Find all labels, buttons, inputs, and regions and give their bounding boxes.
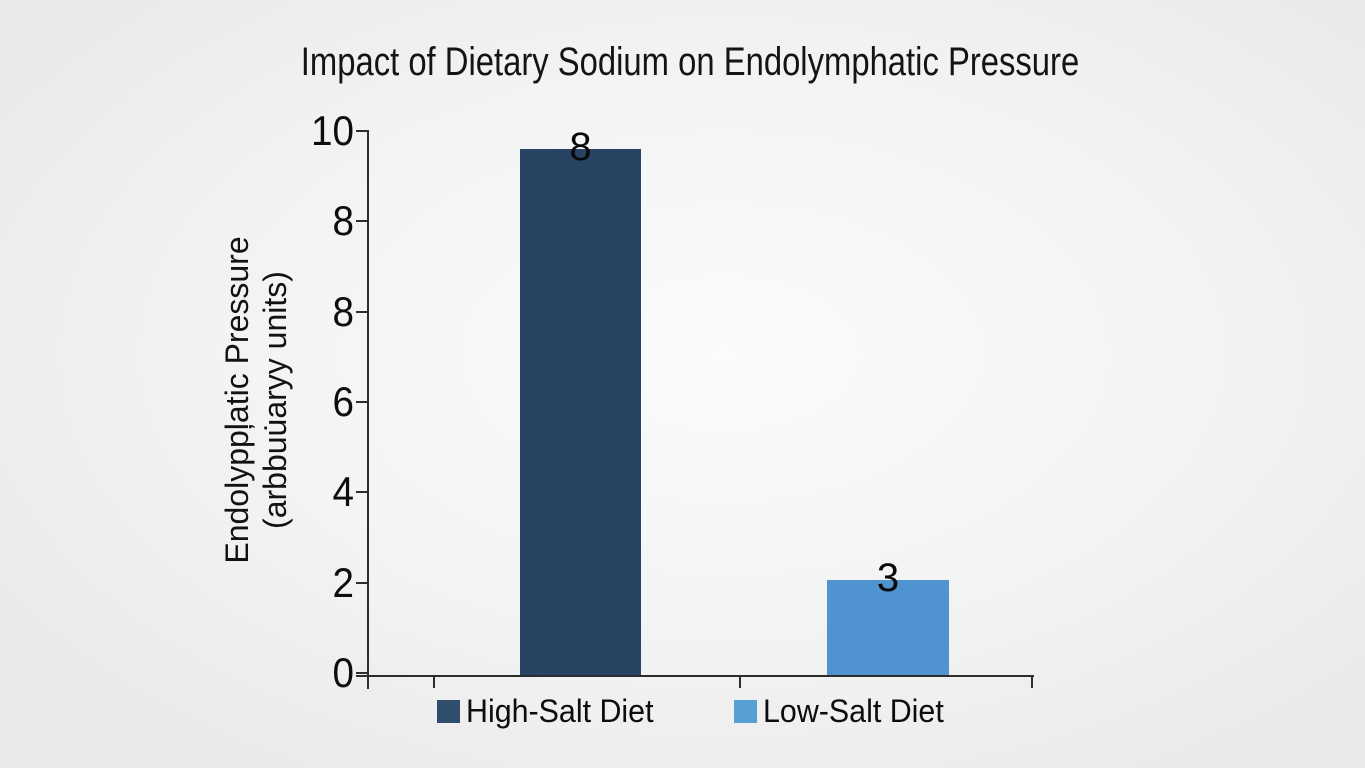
bar-low-salt-diet [827, 579, 949, 675]
y-tick-mark [356, 672, 369, 674]
legend-entry-low-salt-diet: Low-Salt Diet [734, 693, 953, 729]
legend-entry-high-salt-diet: High-Salt Diet [437, 693, 663, 729]
bar-value-label: 3 [876, 555, 900, 600]
y-tick-mark [356, 581, 369, 584]
y-tick-mark [356, 491, 369, 494]
y-tick-mark [356, 220, 369, 223]
y-tick-label: 10 [311, 107, 354, 154]
legend-swatch [734, 699, 757, 723]
y-tick-mark [356, 401, 369, 403]
bar-value-label: 8 [569, 124, 592, 169]
x-axis-line [356, 675, 1034, 677]
y-tick-label: 6 [332, 378, 354, 425]
x-tick-mark [433, 677, 435, 688]
y-tick-mark [356, 130, 369, 132]
y-axis-label-line1: Endolyppļatic Pressure [219, 236, 255, 564]
y-tick-label: 8 [332, 287, 354, 335]
legend-label: Low-Salt Diet [763, 693, 944, 729]
y-axis-line [367, 130, 369, 689]
y-tick-mark [356, 310, 369, 313]
chart-title: Impact of Dietary Sodium on Endolymphati… [300, 40, 1080, 84]
y-tick-label: 4 [332, 468, 354, 516]
y-tick-label: 2 [332, 558, 354, 606]
y-tick-label: 8 [332, 197, 354, 245]
x-tick-mark [739, 677, 741, 688]
y-tick-label: 0 [332, 649, 354, 696]
legend-swatch [437, 699, 460, 723]
x-tick-mark [1031, 677, 1033, 688]
legend-label: High-Salt Diet [466, 693, 654, 729]
bar-high-salt-diet [520, 148, 641, 675]
